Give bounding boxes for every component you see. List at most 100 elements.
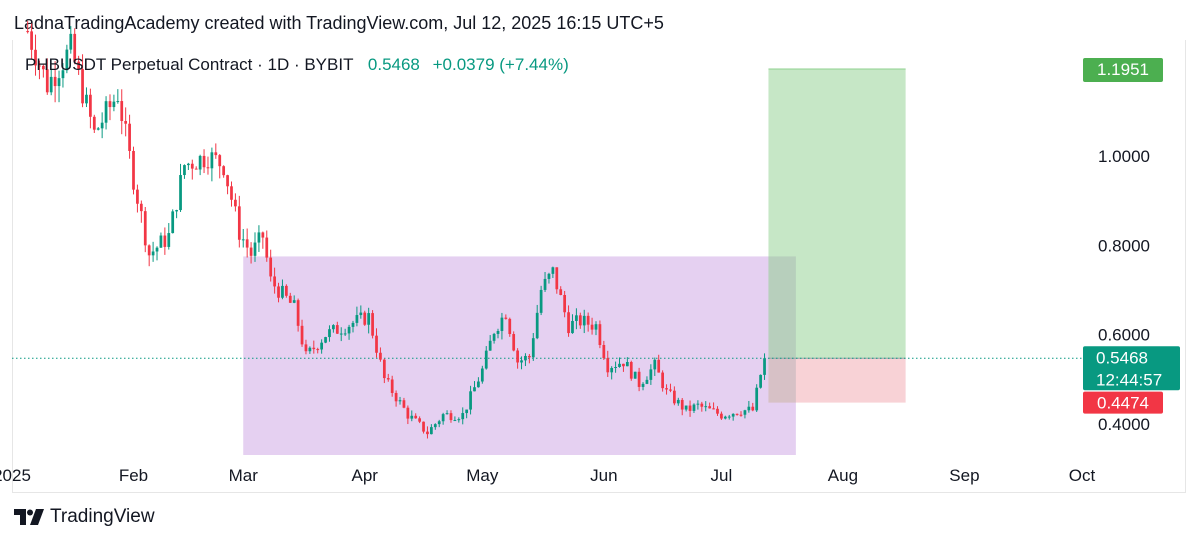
candle-body (755, 387, 759, 411)
candle (312, 340, 316, 354)
candle-body (539, 289, 543, 313)
candle (437, 419, 441, 428)
candle-body (418, 418, 421, 422)
candle (524, 353, 527, 367)
candle (375, 328, 378, 358)
candle (57, 70, 61, 103)
candle-body (53, 76, 57, 87)
candle-body (65, 49, 69, 71)
candle (34, 34, 37, 76)
drawing-zones (243, 68, 906, 455)
candle (739, 411, 743, 417)
candle-body (120, 101, 124, 122)
candle (551, 266, 555, 278)
candle-body (284, 285, 288, 296)
candle (226, 174, 229, 195)
candle-body (590, 324, 594, 330)
candle-body (210, 152, 214, 169)
candle-body (38, 65, 41, 67)
candle (139, 200, 143, 223)
candle (300, 319, 304, 347)
candle (73, 28, 77, 65)
candle-body (237, 206, 241, 240)
candle-body (45, 69, 49, 93)
candle (727, 414, 731, 420)
candle (586, 312, 590, 332)
candle-body (751, 406, 755, 411)
candle (461, 407, 465, 425)
candle-body (398, 400, 402, 402)
candle (245, 228, 249, 258)
candle (273, 267, 276, 294)
candle (163, 227, 167, 255)
candle-body (637, 371, 641, 387)
target-badge-label: 1.1951 (1097, 60, 1149, 79)
candle (190, 159, 194, 180)
candle (406, 405, 410, 425)
candle (159, 232, 163, 248)
candle-body (504, 317, 508, 319)
candle (214, 143, 218, 159)
candle (414, 413, 418, 419)
candle-body (155, 247, 159, 252)
candle-body (433, 424, 437, 428)
candle (89, 88, 92, 129)
target-badge: 1.1951 (1083, 57, 1163, 82)
candle-body (163, 235, 167, 247)
candle (230, 181, 233, 207)
candle (261, 231, 265, 249)
candle (328, 325, 331, 342)
candle-body (281, 285, 284, 298)
candle-body (492, 333, 496, 341)
x-axis: 2025 Feb Mar Apr May Jun Jul Aug Sep Oct (0, 466, 1095, 485)
candle (649, 364, 653, 385)
candle-body (288, 295, 292, 303)
target-badge-bg (1083, 57, 1163, 82)
candle (547, 272, 551, 284)
candle (422, 421, 425, 434)
candle (480, 365, 484, 384)
candle (571, 314, 574, 334)
candle-body (269, 257, 273, 277)
candle (206, 156, 210, 175)
candle (712, 402, 715, 410)
candle (582, 309, 586, 334)
candle (696, 400, 700, 410)
candle-body (457, 419, 461, 421)
candle-body (139, 203, 143, 212)
candle-body (453, 420, 457, 422)
footer-brand-name: TradingView (50, 506, 155, 527)
candle (590, 317, 594, 335)
candle (618, 357, 621, 368)
candle (292, 295, 296, 304)
candle-body (692, 404, 696, 411)
candle (606, 350, 610, 377)
candle (441, 412, 445, 425)
candle (410, 410, 414, 422)
candle-body (414, 415, 418, 419)
candle-body (586, 315, 590, 325)
candle-body (531, 338, 535, 358)
candle (669, 383, 672, 393)
range-box (243, 256, 796, 455)
candle (288, 292, 292, 304)
candle (116, 89, 120, 104)
candle-body (602, 345, 606, 359)
candle-body (198, 155, 202, 170)
stop-badge: 0.4474 (1083, 391, 1163, 414)
candle-body (700, 403, 704, 407)
candle-body (222, 166, 226, 176)
candle (386, 373, 390, 382)
candle (53, 61, 57, 103)
candle-body (406, 407, 410, 419)
candle-body (171, 211, 175, 234)
candle-body (723, 416, 727, 419)
candle-body (206, 167, 210, 169)
candle (237, 195, 241, 248)
candle (665, 384, 668, 395)
candle-body (194, 168, 198, 170)
candle-body (339, 333, 343, 335)
candle-body (379, 352, 382, 360)
candle-body (563, 294, 567, 313)
